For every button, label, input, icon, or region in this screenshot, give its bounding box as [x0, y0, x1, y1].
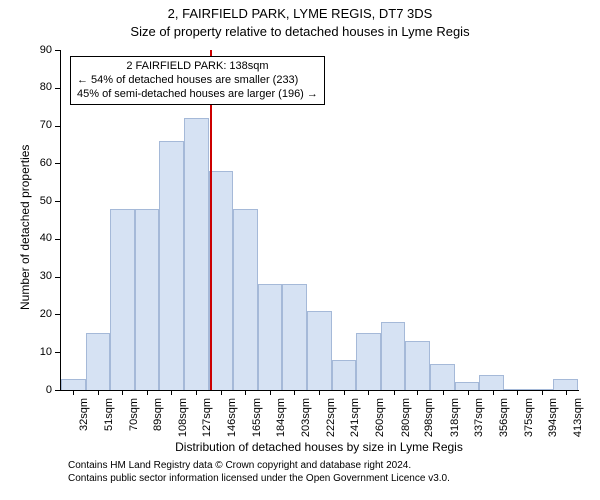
histogram-bar [553, 379, 578, 390]
footer-attribution: Contains HM Land Registry data © Crown c… [68, 460, 450, 485]
histogram-bar [61, 379, 86, 390]
ytick-mark [55, 88, 60, 89]
annotation-box: 2 FAIRFIELD PARK: 138sqm ← 54% of detach… [70, 56, 325, 105]
xtick-mark [294, 390, 295, 395]
histogram-bar [405, 341, 430, 390]
ytick-label: 50 [30, 195, 52, 207]
histogram-bar [381, 322, 406, 390]
ytick-mark [55, 352, 60, 353]
annotation-line1: 2 FAIRFIELD PARK: 138sqm [77, 60, 318, 74]
histogram-bar [209, 171, 234, 390]
ytick-mark [55, 201, 60, 202]
xtick-mark [493, 390, 494, 395]
ytick-mark [55, 314, 60, 315]
xtick-mark [542, 390, 543, 395]
x-axis-label: Distribution of detached houses by size … [60, 440, 578, 454]
xtick-label: 280sqm [400, 398, 412, 438]
footer-line2: Contains public sector information licen… [68, 473, 450, 486]
xtick-label: 51sqm [103, 398, 115, 438]
xtick-mark [245, 390, 246, 395]
xtick-mark [517, 390, 518, 395]
ytick-mark [55, 277, 60, 278]
y-axis-label: Number of detached properties [18, 145, 32, 310]
histogram-bar [282, 284, 307, 390]
ytick-label: 10 [30, 346, 52, 358]
ytick-mark [55, 50, 60, 51]
ytick-label: 20 [30, 308, 52, 320]
xtick-mark [394, 390, 395, 395]
xtick-label: 356sqm [498, 398, 510, 438]
ytick-label: 30 [30, 270, 52, 282]
ytick-label: 40 [30, 232, 52, 244]
xtick-mark [344, 390, 345, 395]
xtick-label: 241sqm [349, 398, 361, 438]
histogram-bar [479, 375, 504, 390]
xtick-mark [468, 390, 469, 395]
chart-title-line2: Size of property relative to detached ho… [0, 24, 600, 39]
xtick-label: 375sqm [523, 398, 535, 438]
xtick-mark [196, 390, 197, 395]
histogram-bar [135, 209, 160, 390]
xtick-label: 70sqm [128, 398, 140, 438]
xtick-label: 260sqm [374, 398, 386, 438]
xtick-label: 184sqm [275, 398, 287, 438]
footer-line1: Contains HM Land Registry data © Crown c… [68, 460, 450, 473]
histogram-bar [86, 333, 111, 390]
ytick-label: 0 [30, 384, 52, 396]
xtick-label: 298sqm [423, 398, 435, 438]
xtick-label: 127sqm [201, 398, 213, 438]
histogram-bar [258, 284, 283, 390]
histogram-bar [356, 333, 381, 390]
ytick-mark [55, 126, 60, 127]
annotation-line3: 45% of semi-detached houses are larger (… [77, 88, 318, 102]
xtick-mark [443, 390, 444, 395]
xtick-mark [122, 390, 123, 395]
xtick-mark [368, 390, 369, 395]
ytick-mark [55, 239, 60, 240]
ytick-mark [55, 390, 60, 391]
xtick-mark [417, 390, 418, 395]
xtick-label: 413sqm [572, 398, 584, 438]
xtick-label: 89sqm [152, 398, 164, 438]
ytick-mark [55, 163, 60, 164]
xtick-mark [73, 390, 74, 395]
xtick-mark [270, 390, 271, 395]
histogram-bar [159, 141, 184, 390]
ytick-label: 70 [30, 119, 52, 131]
xtick-label: 394sqm [547, 398, 559, 438]
histogram-bar [307, 311, 332, 390]
histogram-bar [332, 360, 357, 390]
xtick-label: 203sqm [300, 398, 312, 438]
xtick-mark [98, 390, 99, 395]
xtick-label: 146sqm [226, 398, 238, 438]
xtick-label: 32sqm [78, 398, 90, 438]
histogram-bar [430, 364, 455, 390]
histogram-bar [184, 118, 209, 390]
xtick-label: 222sqm [325, 398, 337, 438]
histogram-bar [233, 209, 258, 390]
xtick-label: 337sqm [473, 398, 485, 438]
ytick-label: 60 [30, 157, 52, 169]
xtick-mark [171, 390, 172, 395]
chart-title-line1: 2, FAIRFIELD PARK, LYME REGIS, DT7 3DS [0, 6, 600, 21]
histogram-bar [110, 209, 135, 390]
xtick-label: 108sqm [177, 398, 189, 438]
ytick-label: 90 [30, 44, 52, 56]
annotation-line2: ← 54% of detached houses are smaller (23… [77, 74, 318, 88]
xtick-mark [221, 390, 222, 395]
xtick-mark [147, 390, 148, 395]
xtick-mark [566, 390, 567, 395]
ytick-label: 80 [30, 81, 52, 93]
xtick-label: 318sqm [449, 398, 461, 438]
xtick-mark [319, 390, 320, 395]
histogram-bar [455, 382, 480, 390]
xtick-label: 165sqm [251, 398, 263, 438]
